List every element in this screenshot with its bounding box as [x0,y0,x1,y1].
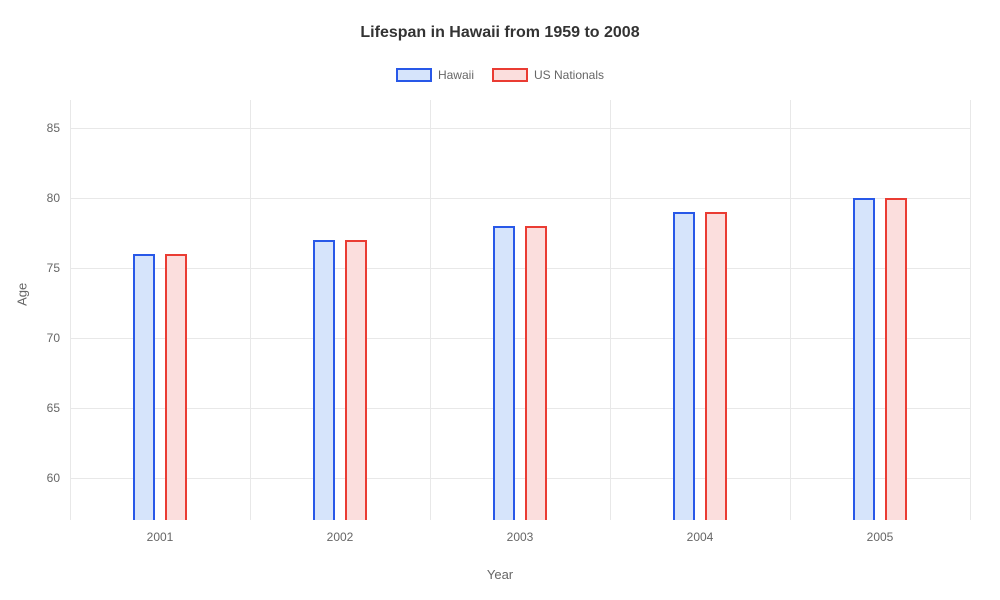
gridline [70,408,970,409]
vgridline [970,100,971,520]
bar [885,198,907,520]
legend-item: US Nationals [492,68,604,82]
legend-swatch [396,68,432,82]
x-axis-label: Year [0,567,1000,582]
vgridline [610,100,611,520]
y-tick-label: 65 [47,401,60,415]
vgridline [250,100,251,520]
bar [165,254,187,520]
vgridline [70,100,71,520]
bar [493,226,515,520]
vgridline [430,100,431,520]
x-tick-label: 2002 [327,530,354,544]
gridline [70,478,970,479]
gridline [70,338,970,339]
chart-container: Lifespan in Hawaii from 1959 to 2008 Haw… [0,0,1000,600]
bar [705,212,727,520]
y-axis-label: Age [15,283,30,306]
y-tick-label: 75 [47,261,60,275]
plot-area: 60657075808520012002200320042005 [70,100,970,520]
chart-title: Lifespan in Hawaii from 1959 to 2008 [0,24,1000,42]
bar [313,240,335,520]
legend-item: Hawaii [396,68,474,82]
y-tick-label: 85 [47,121,60,135]
legend-label: US Nationals [534,68,604,82]
bar [525,226,547,520]
bar [853,198,875,520]
legend-swatch [492,68,528,82]
bar [133,254,155,520]
gridline [70,198,970,199]
vgridline [790,100,791,520]
x-tick-label: 2003 [507,530,534,544]
y-tick-label: 80 [47,191,60,205]
x-tick-label: 2005 [867,530,894,544]
bar [345,240,367,520]
y-tick-label: 60 [47,471,60,485]
legend: Hawaii US Nationals [0,68,1000,82]
bar [673,212,695,520]
gridline [70,268,970,269]
x-tick-label: 2004 [687,530,714,544]
x-tick-label: 2001 [147,530,174,544]
legend-label: Hawaii [438,68,474,82]
y-tick-label: 70 [47,331,60,345]
gridline [70,128,970,129]
